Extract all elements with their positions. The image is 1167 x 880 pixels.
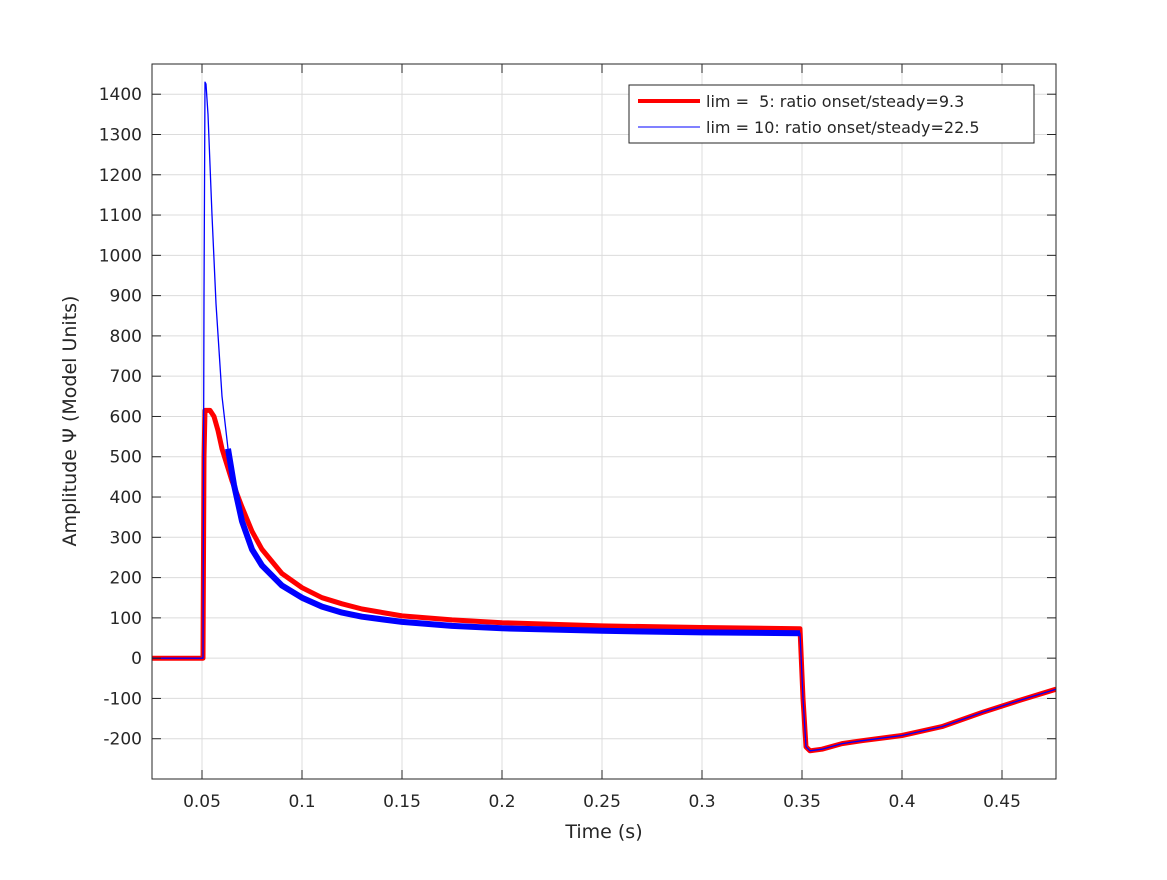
- y-tick-label: 1300: [99, 125, 142, 145]
- x-tick-label: 0.05: [183, 792, 221, 812]
- y-tick-label: 600: [110, 407, 142, 427]
- series-group: [152, 81, 1056, 754]
- y-tick-label: 1100: [99, 206, 142, 226]
- series-line-lim10: [152, 81, 1056, 752]
- y-axis-label: Amplitude Ψ (Model Units): [59, 296, 81, 547]
- y-tick-label: 700: [110, 367, 142, 387]
- y-tick-label: 1200: [99, 166, 142, 186]
- axis-ticks: 0.05 0.1 0.15 0.2 0.25 0.3 0.35 0.4 0.45 -200 -100…: [99, 64, 1056, 812]
- series-line-lim5: [152, 407, 1056, 754]
- x-tick-label: 0.1: [288, 792, 315, 812]
- y-tick-label: 400: [110, 488, 142, 508]
- y-tick-label: 500: [110, 448, 142, 468]
- y-tick-label: 300: [110, 528, 142, 548]
- x-tick-label: 0.35: [783, 792, 821, 812]
- x-tick-label: 0.45: [983, 792, 1021, 812]
- x-axis-label: Time (s): [564, 821, 642, 843]
- y-tick-label: 1000: [99, 246, 142, 266]
- series-band-lim10: [225, 448, 801, 637]
- y-tick-label: 1400: [99, 85, 142, 105]
- plot-frame: [151, 63, 1057, 780]
- x-tick-label: 0.4: [888, 792, 915, 812]
- y-tick-label: 0: [131, 649, 142, 669]
- y-tick-label: 900: [110, 287, 142, 307]
- x-tick-label: 0.25: [583, 792, 621, 812]
- legend-box: [628, 84, 1035, 144]
- legend: lim = 5: ratio onset/steady=9.3 lim = 10…: [628, 84, 1035, 144]
- grid: [152, 64, 1056, 779]
- y-tick-label: -100: [103, 689, 142, 709]
- x-tick-label: 0.15: [383, 792, 421, 812]
- x-tick-label: 0.3: [688, 792, 715, 812]
- y-tick-label: 800: [110, 327, 142, 347]
- y-tick-label: 200: [110, 569, 142, 589]
- y-tick-label: 100: [110, 609, 142, 629]
- legend-label-lim5: lim = 5: ratio onset/steady=9.3: [706, 92, 964, 111]
- x-tick-label: 0.2: [488, 792, 515, 812]
- y-tick-label: -200: [103, 730, 142, 750]
- legend-label-lim10: lim = 10: ratio onset/steady=22.5: [706, 118, 980, 137]
